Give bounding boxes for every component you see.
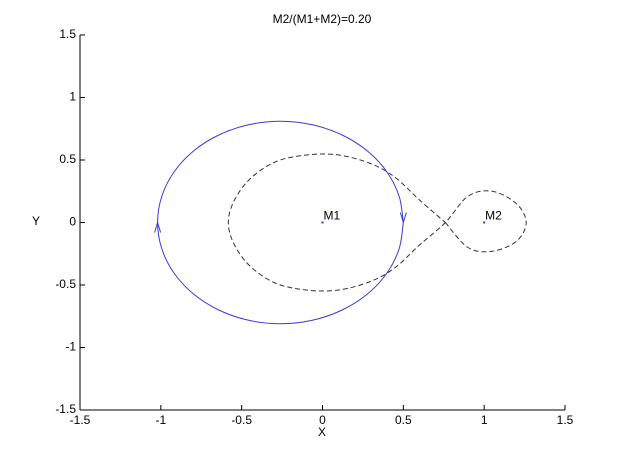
x-tick-label: 0 [319,413,326,427]
mass-point [483,221,486,224]
y-tick-label: -1.5 [55,402,76,416]
x-tick-label: 0.5 [395,413,412,427]
y-tick-label: 1.5 [59,27,76,41]
direction-arrow [154,220,162,233]
y-tick-label: 0.5 [59,152,76,166]
y-tick-label: 1 [69,90,76,104]
direction-arrow [399,212,407,225]
y-axis-label: Y [32,214,40,228]
mass-label: M1 [324,209,341,223]
x-tick-label: -1.5 [70,413,91,427]
x-tick-label: 1.5 [557,413,574,427]
x-tick-label: 1 [481,413,488,427]
y-tick-label: -0.5 [55,277,76,291]
orbit-line [157,120,404,325]
y-tick-label: 0 [69,215,76,229]
x-tick-label: -0.5 [231,413,252,427]
mass-label: M2 [485,209,502,223]
mass-point [321,221,324,224]
chart-title: M2/(M1+M2)=0.20 [273,12,372,26]
orbit-line [227,153,527,292]
y-tick-label: -1 [65,340,76,354]
x-axis-label: X [318,425,326,439]
x-tick-label: -1 [155,413,166,427]
